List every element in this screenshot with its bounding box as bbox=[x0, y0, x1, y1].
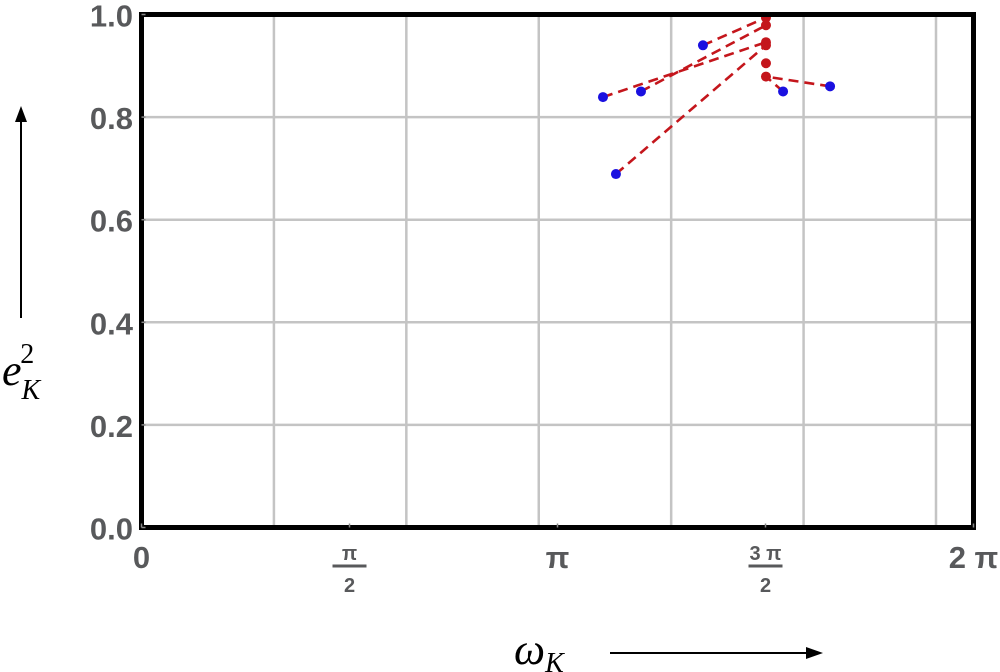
plot-frame bbox=[139, 12, 976, 530]
dashed-connection bbox=[615, 44, 767, 176]
x-tick-label: 0 bbox=[133, 540, 150, 575]
y-tick-label: 0.0 bbox=[90, 512, 133, 547]
final-point bbox=[760, 40, 771, 51]
dashed-connection bbox=[765, 75, 831, 88]
x-tick-label-denominator: 2 bbox=[760, 575, 771, 597]
final-point bbox=[760, 71, 771, 82]
x-tick-label-numerator: π bbox=[342, 543, 357, 565]
y-axis-ticks: 0.0 0.2 0.4 0.6 0.8 1.0 bbox=[90, 0, 146, 547]
dashed-connection bbox=[602, 40, 767, 99]
final-point bbox=[760, 20, 771, 31]
data-points bbox=[597, 12, 836, 180]
y-tick-label: 0.8 bbox=[90, 101, 133, 136]
y-tick-label: 0.2 bbox=[90, 409, 133, 444]
y-axis-label: eK2 bbox=[2, 339, 42, 406]
x-tick-label: π bbox=[546, 540, 570, 575]
dashed-connection bbox=[640, 24, 767, 93]
x-tick-label-denominator: 2 bbox=[344, 575, 355, 597]
initial-point bbox=[778, 86, 789, 97]
x-axis-title: ωK bbox=[514, 625, 823, 672]
initial-point bbox=[597, 92, 608, 103]
initial-point bbox=[610, 169, 621, 180]
x-axis-label: ωK bbox=[514, 625, 565, 672]
x-axis-arrowhead-icon bbox=[806, 647, 823, 659]
y-tick-label: 0.4 bbox=[90, 306, 134, 341]
initial-point bbox=[697, 40, 708, 51]
x-tick-label: 2 π bbox=[949, 540, 999, 575]
y-axis-title: eK2 bbox=[2, 106, 42, 406]
initial-point bbox=[825, 81, 836, 92]
y-axis-arrowhead-icon bbox=[15, 106, 27, 122]
dashed-connection-lines bbox=[602, 16, 831, 176]
final-point bbox=[760, 58, 771, 69]
y-tick-label: 1.0 bbox=[90, 0, 133, 34]
dashed-connection bbox=[702, 16, 767, 47]
gridlines bbox=[141, 14, 974, 528]
y-tick-label: 0.6 bbox=[90, 204, 133, 239]
x-tick-label-numerator: 3 π bbox=[750, 543, 782, 565]
initial-point bbox=[635, 86, 646, 97]
x-axis-ticks: 0 π 2 π 3 π 2 2 π bbox=[133, 523, 999, 597]
